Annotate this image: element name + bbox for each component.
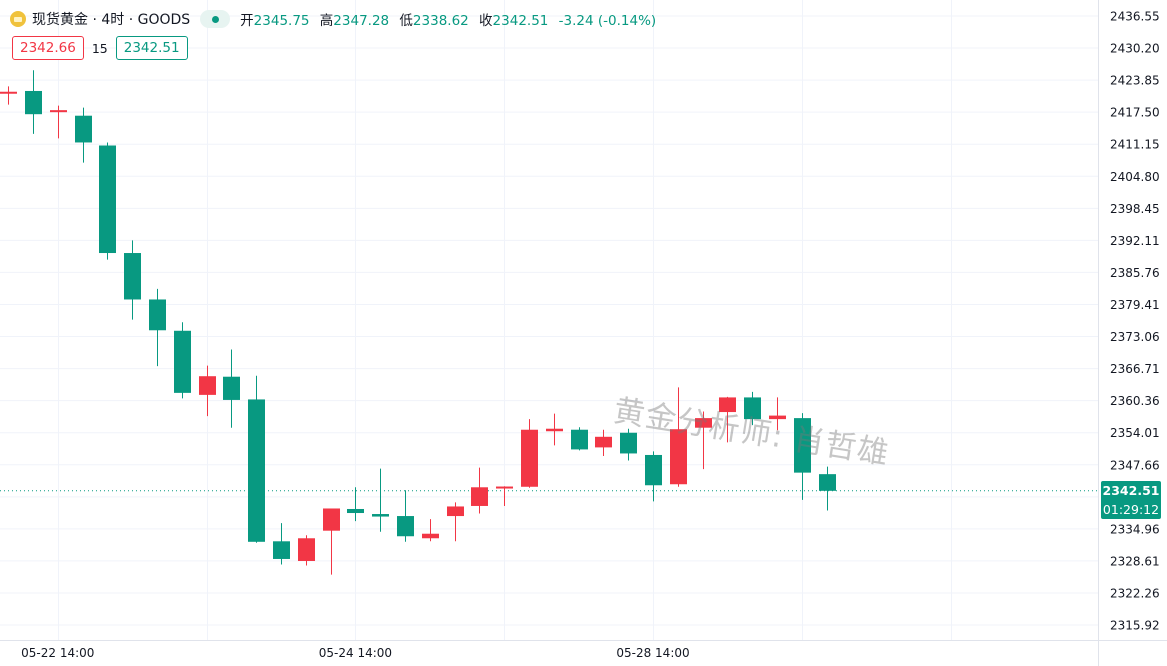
y-tick-label: 2385.76 [1110, 266, 1160, 280]
close-label: 收 [479, 13, 493, 29]
candle-body[interactable] [794, 418, 811, 473]
close-value: 2342.51 [492, 13, 549, 29]
candle-body[interactable] [422, 533, 439, 539]
y-tick-label: 2411.15 [1110, 138, 1160, 152]
candle-body[interactable] [521, 429, 538, 487]
open-label: 开 [240, 13, 254, 29]
candle-body[interactable] [496, 486, 513, 489]
candle-body[interactable] [99, 145, 116, 254]
candle-body[interactable] [149, 299, 166, 331]
low-label: 低 [399, 13, 413, 29]
candle-body[interactable] [25, 90, 42, 115]
candle-body[interactable] [75, 115, 92, 143]
trade-panel: 2342.66 15 2342.51 [12, 36, 188, 60]
candle-body[interactable] [248, 399, 265, 542]
y-tick-label: 2354.01 [1110, 426, 1160, 440]
candle-body[interactable] [620, 432, 637, 454]
y-tick-label: 2334.96 [1110, 522, 1160, 536]
candle-body[interactable] [769, 415, 786, 420]
candle-body[interactable] [744, 397, 761, 420]
candle-body[interactable] [50, 110, 67, 113]
market-status-icon[interactable] [200, 10, 231, 28]
y-tick-label: 2398.45 [1110, 202, 1160, 216]
candle-body[interactable] [397, 516, 414, 537]
x-tick-label: 05-28 14:00 [616, 646, 689, 660]
buy-button[interactable]: 2342.51 [115, 36, 188, 60]
candle-body[interactable] [719, 397, 736, 413]
y-tick-label: 2392.11 [1110, 234, 1160, 248]
y-tick-label: 2379.41 [1110, 298, 1160, 312]
y-tick-label: 2436.55 [1110, 10, 1160, 24]
candle-body[interactable] [471, 487, 488, 506]
candle-body[interactable] [323, 508, 340, 531]
y-tick-label: 2315.92 [1110, 619, 1160, 633]
high-label: 高 [319, 13, 334, 29]
y-tick-label: 2404.80 [1110, 170, 1160, 184]
candle-body[interactable] [223, 376, 240, 400]
y-tick-label: 2347.66 [1110, 458, 1160, 472]
candle-body[interactable] [0, 91, 17, 94]
candle-body[interactable] [670, 429, 687, 485]
candle-body[interactable] [124, 253, 141, 300]
candle-body[interactable] [645, 454, 662, 486]
symbol-title[interactable]: 现货黄金 · 4时 · GOODS [32, 12, 191, 28]
bar-countdown-label: 01:29:12 [1101, 500, 1161, 519]
y-tick-label: 2360.36 [1110, 394, 1160, 408]
y-tick-label: 2322.26 [1110, 586, 1160, 600]
candle-body[interactable] [347, 508, 364, 514]
y-tick-label: 2373.06 [1110, 330, 1160, 344]
spread-value: 15 [91, 40, 108, 56]
candle-body[interactable] [595, 436, 612, 448]
low-value: 2338.62 [412, 13, 469, 29]
y-tick-label: 2423.85 [1110, 74, 1160, 88]
candle-body[interactable] [819, 474, 836, 491]
gold-symbol-icon [10, 11, 26, 27]
ohlc-readout: 开2345.75 高2347.28 低2338.62 收2342.51 -3.2… [240, 9, 662, 29]
change-value: -3.24 (-0.14%) [558, 13, 657, 29]
x-tick-label: 05-24 14:00 [319, 646, 392, 660]
open-value: 2345.75 [253, 13, 310, 29]
high-value: 2347.28 [333, 13, 390, 29]
y-tick-label: 2430.20 [1110, 42, 1160, 56]
candle-body[interactable] [447, 506, 464, 517]
y-tick-label: 2366.71 [1110, 362, 1160, 376]
candle-body[interactable] [298, 538, 315, 561]
candle-body[interactable] [546, 428, 563, 432]
y-tick-label: 2417.50 [1110, 106, 1160, 120]
candle-body[interactable] [571, 429, 588, 450]
candle-body[interactable] [372, 514, 389, 517]
candle-body[interactable] [174, 330, 191, 393]
x-tick-label: 05-22 14:00 [21, 646, 94, 660]
sell-button[interactable]: 2342.66 [12, 36, 84, 60]
candle-body[interactable] [695, 418, 712, 428]
candle-body[interactable] [199, 376, 216, 395]
candle-body[interactable] [273, 541, 290, 559]
symbol-legend: 现货黄金 · 4时 · GOODS 开2345.75 高2347.28 低233… [10, 6, 662, 32]
y-tick-label: 2328.61 [1110, 554, 1160, 568]
current-price-label: 2342.51 [1101, 481, 1161, 500]
